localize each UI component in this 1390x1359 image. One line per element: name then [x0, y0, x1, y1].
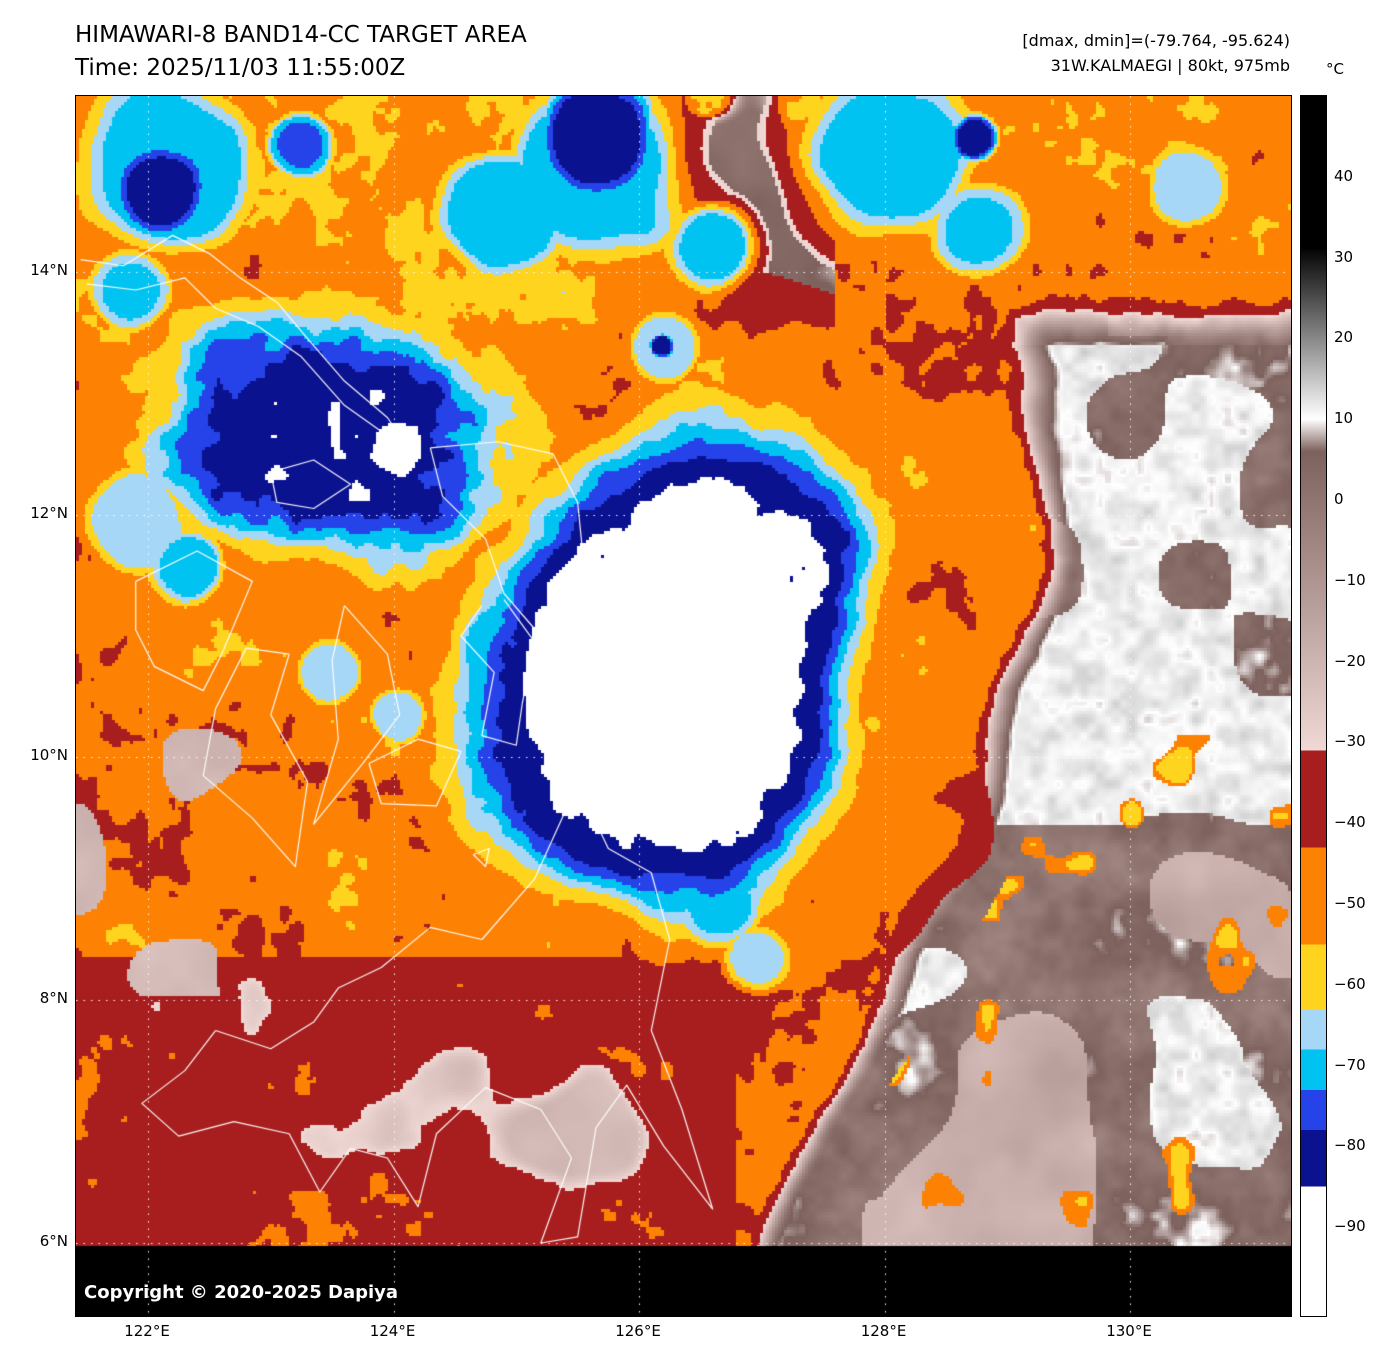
colorbar-tick-label: 30: [1334, 247, 1354, 266]
header-right-block: [dmax, dmin]=(-79.764, -95.624) 31W.KALM…: [1022, 28, 1290, 78]
copyright-text: Copyright © 2020-2025 Dapiya: [84, 1282, 399, 1303]
colorbar-tick-label: −50: [1334, 893, 1366, 912]
colorbar-tick-label: 40: [1334, 166, 1354, 185]
colorbar-tick-label: −10: [1334, 570, 1366, 589]
lon-tick-label: 122°E: [124, 1322, 170, 1340]
lat-tick-label: 12°N: [30, 503, 68, 522]
lon-tick-label: 126°E: [615, 1322, 661, 1340]
lon-tick-label: 124°E: [369, 1322, 416, 1340]
colorbar-tick-label: −80: [1334, 1136, 1366, 1155]
satellite-map-canvas: [76, 96, 1291, 1316]
figure-title: HIMAWARI-8 BAND14-CC TARGET AREA: [75, 22, 527, 48]
lat-tick-label: 8°N: [39, 989, 68, 1008]
figure-time: Time: 2025/11/03 11:55:00Z: [75, 55, 406, 81]
satellite-map-panel: Copyright © 2020-2025 Dapiya: [75, 95, 1292, 1317]
colorbar-tick-label: 0: [1334, 489, 1344, 508]
lat-tick-label: 14°N: [30, 260, 68, 279]
lat-tick-label: 10°N: [30, 746, 68, 765]
colorbar-tick-label: −30: [1334, 732, 1366, 751]
colorbar-tick-label: −60: [1334, 974, 1366, 993]
colorbar-unit-label: °C: [1326, 60, 1344, 78]
lon-tick-label: 128°E: [860, 1322, 907, 1340]
colorbar-tick-label: 10: [1334, 409, 1354, 428]
colorbar-tick-label: −70: [1334, 1055, 1366, 1074]
dmax-dmin-readout: [dmax, dmin]=(-79.764, -95.624): [1022, 31, 1290, 50]
colorbar-tick-label: 20: [1334, 328, 1354, 347]
colorbar-tick-label: −90: [1334, 1217, 1366, 1236]
colorbar-tick-label: −20: [1334, 651, 1366, 670]
temperature-colorbar: [1300, 95, 1327, 1317]
lat-tick-label: 6°N: [39, 1232, 68, 1250]
colorbar-tick-label: −40: [1334, 813, 1366, 832]
lon-tick-label: 130°E: [1106, 1322, 1152, 1340]
storm-info-readout: 31W.KALMAEGI | 80kt, 975mb: [1050, 56, 1290, 75]
